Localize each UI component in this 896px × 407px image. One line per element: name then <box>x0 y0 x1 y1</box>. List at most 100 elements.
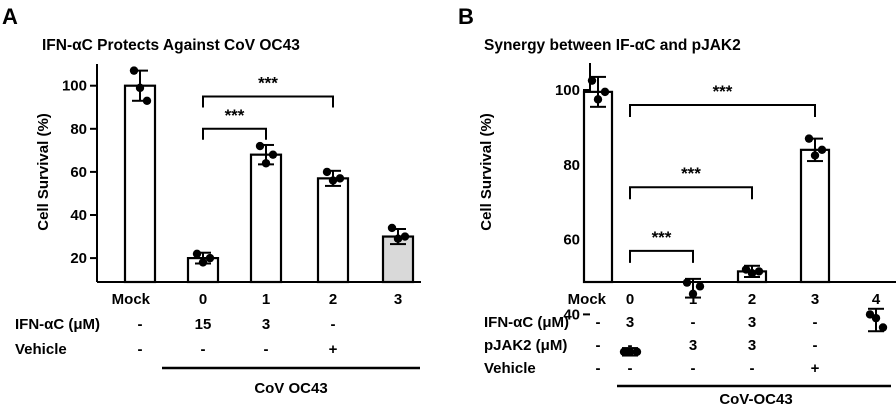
panel-b-y-tick-label: 80 <box>563 157 580 174</box>
panel-b-bar <box>799 148 831 284</box>
panel-a-data-point <box>135 83 145 93</box>
panel-b-condition-value: 3 <box>626 314 634 331</box>
panel-b-significance-label: *** <box>652 228 672 247</box>
panel-b-data-point <box>587 76 597 85</box>
panel-b-data-point <box>619 347 629 356</box>
panel-a-data-point <box>387 223 397 233</box>
panel-a-data-point <box>192 249 202 258</box>
panel-b-category-label: 0 <box>626 291 634 308</box>
panel-a-condition-value: 3 <box>262 316 270 333</box>
panel-b-condition-value: - <box>813 337 818 354</box>
panel-b-group-label: CoV-OC43 <box>719 391 792 407</box>
panel-a-group-label: CoV OC43 <box>254 380 327 397</box>
panel-b-category-label: 3 <box>811 291 819 308</box>
panel-b-data-point <box>632 347 642 356</box>
panel-a-condition-value: 15 <box>195 316 212 333</box>
panel-a-y-axis-label: Cell Survival (%) <box>35 113 52 231</box>
panel-a-data-point <box>393 234 403 243</box>
panel-a-y-tick-label: 60 <box>70 164 87 181</box>
panel-b-category-label: 4 <box>872 291 881 308</box>
panel-a-category-label: Mock <box>112 291 151 308</box>
panel-b-data-point <box>804 134 814 143</box>
panel-b-data-point <box>747 269 757 278</box>
panel-a-significance-label: *** <box>258 73 278 92</box>
panel-b-y-tick-label: 100 <box>555 82 580 99</box>
panel-b-category-label: Mock <box>568 291 607 308</box>
panel-a-category-label: 1 <box>262 291 270 308</box>
panel-b-significance-label: *** <box>713 82 733 101</box>
panel-a-data-point <box>142 96 152 105</box>
panel-a-category-label: 0 <box>199 291 207 308</box>
panel-a-condition-value: - <box>138 316 143 333</box>
panel-a-data-point <box>255 141 265 151</box>
panel-b-y-axis-label: Cell Survival (%) <box>478 113 495 231</box>
panel-a-condition-value: - <box>264 341 269 358</box>
panel-b-data-point <box>695 282 705 291</box>
panel-b-significance-bracket <box>629 186 753 200</box>
panel-b-data-point <box>625 347 635 356</box>
panel-b-condition-value: - <box>596 337 601 354</box>
panel-b-condition-value: - <box>813 314 818 331</box>
panel-a-condition-value: - <box>331 316 336 333</box>
panel-b-condition-value: 3 <box>748 337 756 354</box>
panel-b-data-point <box>593 95 603 104</box>
panel-b-data-point <box>817 145 827 155</box>
panel-a-title: IFN-αC Protects Against CoV OC43 <box>42 37 300 54</box>
panel-b-condition-value: - <box>596 360 601 377</box>
panel-a-y-tick-label: 20 <box>70 250 87 267</box>
panel-b-y-tick-label: 40 <box>563 306 580 323</box>
panel-b-data-point <box>878 323 888 332</box>
panel-a-condition-value: - <box>201 341 206 358</box>
panel-a-y-tick-label: 100 <box>62 78 87 95</box>
panel-b-data-point <box>688 289 698 299</box>
panel-a-data-point <box>322 167 332 177</box>
panel-a-category-label: 2 <box>329 291 337 308</box>
panel-a-data-point <box>205 253 215 263</box>
panel-b-condition-value: - <box>750 360 755 377</box>
panel-b-condition-value: - <box>691 360 696 377</box>
panel-b-condition-value: - <box>628 360 633 377</box>
panel-b-condition-value: - <box>628 337 633 354</box>
panel-b-category-label: 2 <box>748 291 756 308</box>
panel-a: A IFN-αC Protects Against CoV OC43 Cell … <box>2 4 421 397</box>
panel-b-data-point <box>600 87 610 97</box>
panel-a-data-point <box>400 232 410 241</box>
panel-a-data-point <box>268 150 278 159</box>
panel-b-data-point <box>741 265 751 274</box>
panel-b-title: Synergy between IF-αC and pJAK2 <box>484 37 741 54</box>
panel-a-data-point <box>198 258 208 267</box>
panel-a-significance-label: *** <box>225 106 245 125</box>
panel-a-significance-bracket <box>202 95 334 108</box>
panel-b-condition-value: + <box>811 360 820 377</box>
panel-b-category-label: 1 <box>689 291 697 308</box>
panel-a-condition-row-label: Vehicle <box>15 341 67 358</box>
panel-a-category-label: 3 <box>394 291 402 308</box>
panel-a-data-point <box>261 159 271 168</box>
panel-a-significance-bracket <box>202 127 267 140</box>
panel-b-data-point <box>682 278 692 287</box>
panel-b-data-point <box>754 267 764 276</box>
panel-a-condition-row-label: IFN-αC (μM) <box>15 316 100 333</box>
panel-b-condition-row-label: pJAK2 (μM) <box>484 337 567 354</box>
panel-a-letter: A <box>2 4 18 29</box>
panel-b-condition-row-label: IFN-αC (μM) <box>484 314 569 331</box>
panel-b-significance-label: *** <box>681 164 701 183</box>
panel-b-condition-value: 3 <box>748 314 756 331</box>
panel-b-significance-bracket <box>629 103 816 117</box>
panel-b: B Synergy between IF-αC and pJAK2 Cell S… <box>458 4 896 407</box>
panel-b-data-point <box>871 313 881 323</box>
panel-b-letter: B <box>458 4 474 29</box>
panel-b-y-tick-label: 60 <box>563 232 580 249</box>
panel-a-data-point <box>328 176 338 185</box>
panel-b-condition-value: - <box>691 314 696 331</box>
panel-a-bar <box>316 177 350 284</box>
panel-b-condition-row-label: Vehicle <box>484 360 536 377</box>
panel-a-condition-value: - <box>138 341 143 358</box>
panel-b-significance-bracket <box>629 249 694 263</box>
panel-a-data-point <box>129 66 139 75</box>
panel-b-data-point <box>810 151 820 160</box>
panel-b-data-point <box>865 310 875 319</box>
panel-b-condition-value: 3 <box>689 337 697 354</box>
panel-a-y-tick-label: 80 <box>70 121 87 138</box>
